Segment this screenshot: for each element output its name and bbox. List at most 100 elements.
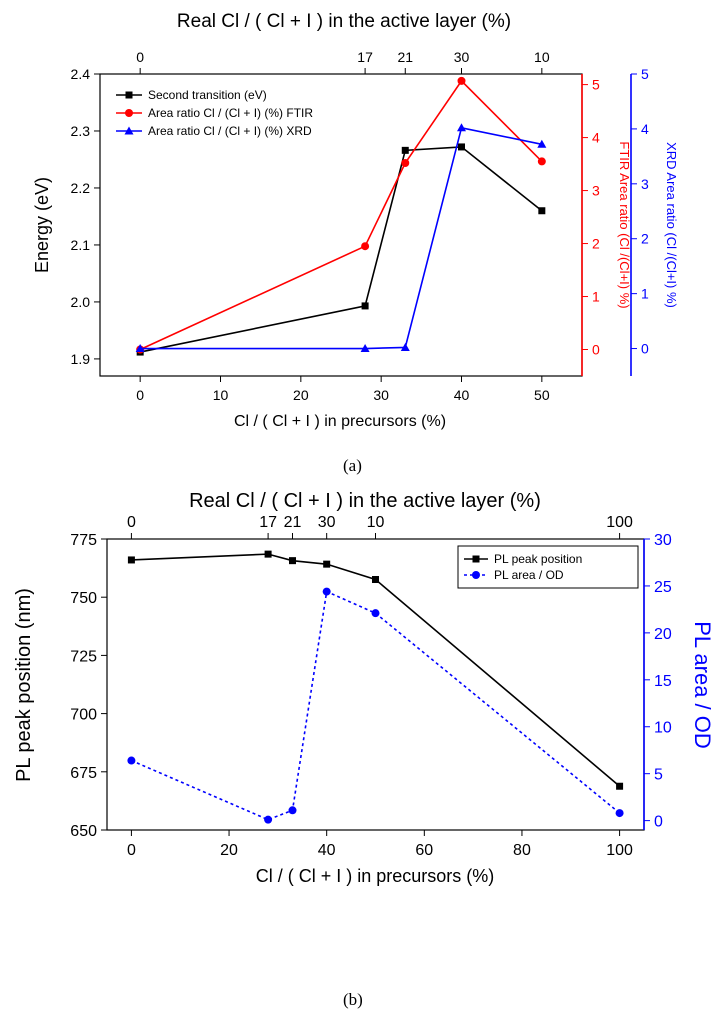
x-tick-label: 10	[213, 387, 229, 403]
x-axis-title: Cl / ( Cl + I ) in precursors (%)	[256, 866, 495, 886]
legend-swatch-marker	[472, 571, 480, 579]
ftir-tick-label: 1	[592, 289, 600, 305]
top-tick-label: 21	[397, 49, 413, 65]
ftir-tick-label: 0	[592, 342, 600, 358]
pl-area-tick-label: 10	[654, 720, 672, 737]
y-tick-label: 2.0	[71, 294, 91, 310]
x-tick-label: 50	[534, 387, 550, 403]
pl-area-tick-label: 15	[654, 673, 672, 690]
top-tick-label: 17	[259, 514, 277, 531]
y-tick-label: 725	[70, 648, 97, 665]
xrd-ratio-point	[400, 342, 410, 351]
pl-peak-position-point	[127, 556, 135, 564]
second-transition-point	[401, 146, 409, 154]
legend-label: Second transition (eV)	[148, 88, 267, 102]
xrd-tick-label: 5	[641, 66, 649, 82]
xrd-ratio-series	[135, 123, 547, 353]
ftir-ratio-point	[361, 242, 370, 251]
top-axis-title: Real Cl / ( Cl + I ) in the active layer…	[189, 490, 541, 512]
x-tick-label: 20	[293, 387, 309, 403]
pl-area-od-point	[322, 587, 331, 596]
x-tick-label: 100	[606, 842, 633, 859]
pl-area-tick-label: 25	[654, 579, 672, 596]
y-tick-label: 1.9	[71, 351, 91, 367]
pl-area-tick-label: 20	[654, 626, 672, 643]
pl-peak-position-point	[616, 782, 624, 790]
pl-peak-position-series	[127, 550, 624, 790]
legend-label: PL peak position	[494, 552, 582, 566]
legend: Second transition (eV) Area ratio Cl / (C…	[116, 88, 313, 138]
y-tick-label: 650	[70, 823, 97, 840]
x-tick-label: 0	[127, 842, 136, 859]
pl-area-od-point	[127, 756, 136, 765]
ftir-ratio-point	[457, 76, 466, 85]
y-tick-label: 2.1	[71, 237, 91, 253]
y-tick-label: 2.4	[71, 66, 91, 82]
pl-peak-position-line	[131, 553, 621, 787]
x-tick-label: 80	[513, 842, 531, 859]
legend-swatch-marker	[125, 91, 133, 99]
ftir-tick-label: 4	[592, 130, 600, 146]
top-axis-title: Real Cl / ( Cl + I ) in the active layer…	[177, 11, 511, 32]
y-tick-label: 775	[70, 532, 97, 549]
ftir-tick-label: 2	[592, 236, 600, 252]
pl-area-tick-label: 30	[654, 532, 672, 549]
legend-swatch-marker	[125, 109, 133, 117]
legend-label: Area ratio Cl / (Cl + I) (%) FTIR	[148, 106, 313, 120]
y-axis-title: PL peak position (nm)	[13, 588, 35, 782]
xrd-axis-title: XRD Area ratio (Cl /(Cl+I) %)	[664, 142, 679, 308]
pl-peak-position-point	[372, 576, 379, 584]
legend-label: PL area / OD	[494, 568, 564, 582]
top-tick-label: 30	[318, 514, 336, 531]
top-tick-label: 10	[534, 49, 550, 65]
y-tick-label: 2.2	[71, 180, 91, 196]
top-tick-label: 10	[367, 514, 385, 531]
pl-area-tick-label: 5	[654, 767, 663, 784]
y-tick-label: 675	[70, 765, 97, 782]
pl-area-od-point	[288, 806, 297, 815]
top-tick-label: 0	[127, 514, 136, 531]
pl-peak-position-point	[264, 550, 272, 558]
chart-b: 0 20 40 60 80 1006506757007257507750510152025…	[13, 490, 714, 886]
panel-b-caption: (b)	[343, 990, 363, 1009]
xrd-ratio-point	[457, 123, 466, 132]
ftir-tick-label: 3	[592, 183, 600, 199]
pl-area-od-series	[127, 587, 624, 824]
chart-a: 0 10 20 30 40 501.92.02.12.22.32.401234501234…	[32, 11, 679, 430]
xrd-tick-label: 4	[641, 121, 649, 137]
pl-peak-position-point	[289, 557, 297, 565]
top-tick-label: 0	[136, 49, 144, 65]
top-tick-label: 100	[606, 514, 633, 531]
legend-swatch-marker	[472, 555, 480, 563]
pl-peak-position-point	[323, 560, 331, 568]
ftir-tick-label: 5	[592, 77, 600, 93]
pl-area-od-point	[264, 815, 273, 824]
ftir-axis-title: FTIR Area ratio (Cl /(Cl+I) %)	[617, 141, 632, 308]
ftir-ratio-point	[401, 159, 410, 168]
xrd-tick-label: 2	[641, 231, 649, 247]
pl-area-od-point	[615, 809, 624, 818]
ftir-ratio-line	[139, 79, 543, 351]
second-transition-point	[361, 302, 369, 310]
xrd-ratio-point	[135, 344, 145, 353]
legend: PL peak position PL area / OD	[457, 545, 639, 589]
legend-swatch-marker	[124, 126, 134, 135]
xrd-ratio-point	[537, 139, 547, 148]
xrd-tick-label: 0	[641, 341, 649, 357]
xrd-ratio-point	[360, 344, 370, 353]
pl-area-od-line	[131, 590, 621, 821]
legend-label: Area ratio Cl / (Cl + I) (%) XRD	[148, 124, 312, 138]
legend-box	[457, 545, 639, 589]
top-tick-label: 17	[357, 49, 373, 65]
ftir-ratio-point	[537, 157, 546, 166]
y-tick-label: 2.3	[71, 123, 91, 139]
y-axis-title: Energy (eV)	[32, 177, 52, 273]
x-axis-title: Cl / ( Cl + I ) in precursors (%)	[234, 413, 446, 430]
top-tick-label: 21	[284, 514, 302, 531]
x-tick-label: 60	[415, 842, 433, 859]
second-transition-point	[458, 143, 465, 151]
ftir-ratio-series	[136, 76, 546, 354]
xrd-ratio-line	[140, 126, 542, 350]
xrd-tick-label: 3	[641, 176, 649, 192]
